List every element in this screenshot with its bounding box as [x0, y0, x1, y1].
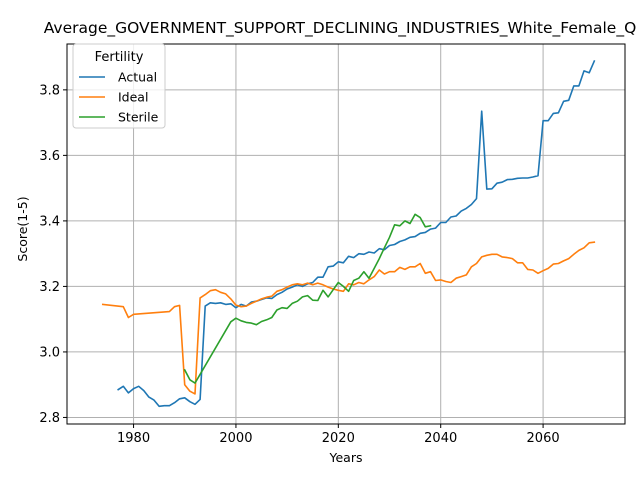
y-tick-label: 2.8 [39, 411, 60, 426]
y-tick-label: 3.6 [39, 149, 60, 164]
x-tick-label: 2040 [424, 431, 457, 446]
x-tick-label: 1980 [117, 431, 150, 446]
series-line-actual [117, 59, 596, 408]
grid [67, 44, 625, 424]
legend-frame [72, 43, 166, 129]
legend: Fertility Actual Ideal Sterile [72, 43, 166, 129]
y-tick-label: 3.2 [39, 280, 60, 295]
legend-title: Fertility [95, 50, 144, 65]
series-lines [101, 59, 596, 408]
legend-label-sterile: Sterile [118, 110, 159, 125]
legend-label-ideal: Ideal [118, 90, 148, 105]
x-axis-label: Years [329, 450, 363, 465]
legend-label-actual: Actual [118, 70, 157, 85]
x-tick-label: 2000 [219, 431, 252, 446]
axis-ticks: 1980 2000 2020 2040 2060 2.8 3.0 3.2 3.4 3.6 3.8 [39, 83, 559, 446]
plot-frame [66, 43, 626, 425]
y-axis-label: Score(1-5) [15, 196, 30, 261]
x-tick-label: 2060 [527, 431, 560, 446]
series-line-ideal [101, 241, 596, 395]
y-tick-label: 3.4 [39, 214, 60, 229]
y-tick-label: 3.8 [39, 83, 60, 98]
chart-title: Average_GOVERNMENT_SUPPORT_DECLINING_IND… [44, 19, 637, 38]
y-tick-label: 3.0 [39, 345, 60, 360]
series-line-sterile [183, 213, 432, 384]
x-tick-label: 2020 [322, 431, 355, 446]
legend-items: Actual Ideal Sterile [79, 70, 159, 125]
